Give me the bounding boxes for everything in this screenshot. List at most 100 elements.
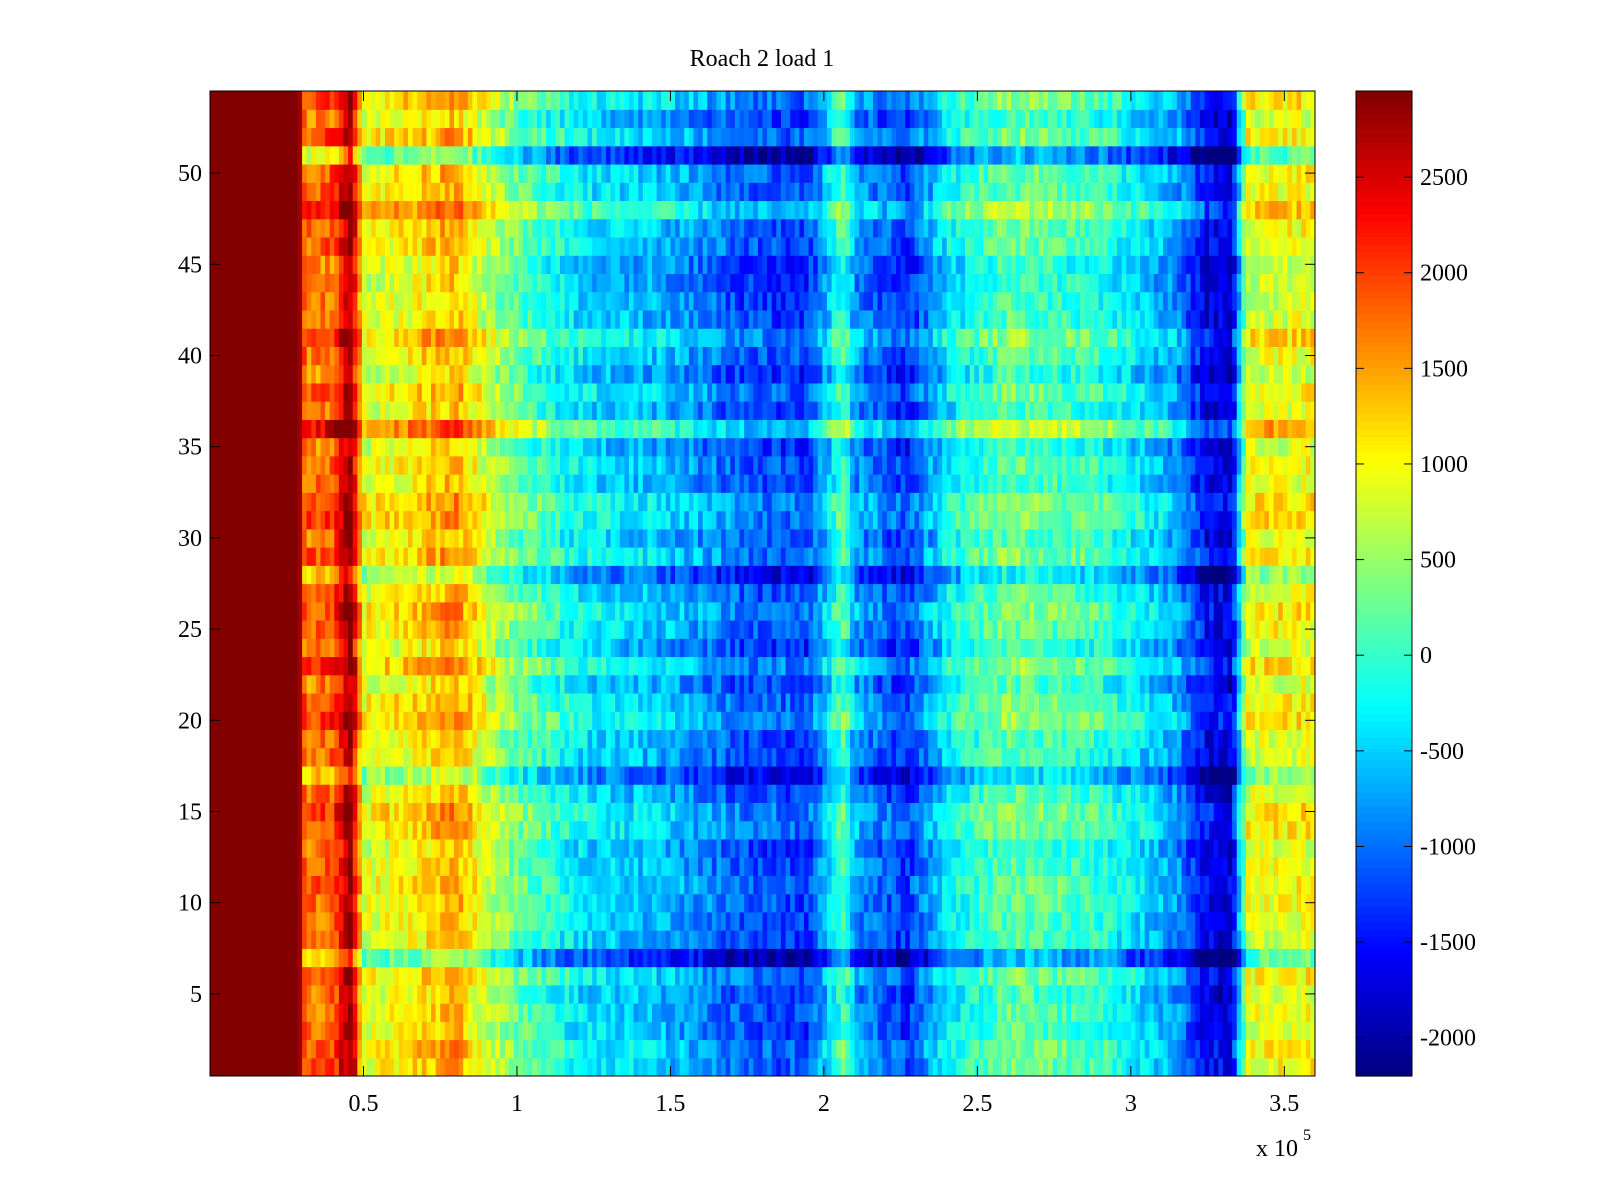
- heatmap-cell: [826, 911, 833, 931]
- heatmap-cell: [675, 838, 681, 858]
- heatmap-cell: [536, 984, 543, 1004]
- heatmap-cell: [573, 1057, 579, 1076]
- heatmap-cell: [730, 911, 736, 931]
- heatmap-cell: [297, 820, 303, 840]
- heatmap-cell: [403, 784, 409, 803]
- heatmap-cell: [767, 1057, 773, 1076]
- heatmap-cell: [1029, 802, 1035, 822]
- heatmap-cell: [407, 838, 414, 858]
- heatmap-cell: [1006, 838, 1012, 858]
- heatmap-cell: [693, 911, 699, 931]
- heatmap-cell: [1047, 1039, 1054, 1059]
- heatmap-cell: [389, 948, 395, 968]
- heatmap-cell: [587, 984, 593, 1004]
- heatmap-cell: [808, 820, 814, 840]
- heatmap-cell: [366, 802, 372, 822]
- heatmap-cell: [233, 747, 239, 767]
- heatmap-cell: [702, 692, 708, 712]
- heatmap-cell: [1213, 802, 1219, 822]
- heatmap-cell: [407, 857, 414, 876]
- heatmap-cell: [219, 984, 225, 1004]
- heatmap-cell: [463, 784, 469, 803]
- heatmap-cell: [228, 820, 234, 840]
- heatmap-cell: [246, 930, 253, 949]
- heatmap-cell: [983, 711, 989, 731]
- heatmap-cell: [536, 838, 543, 858]
- heatmap-cell: [269, 930, 276, 949]
- heatmap-cell: [808, 765, 814, 785]
- heatmap-cell: [1117, 857, 1123, 876]
- heatmap-cell: [1135, 729, 1141, 749]
- heatmap-cell: [550, 984, 556, 1004]
- heatmap-cell: [753, 984, 759, 1004]
- heatmap-cell: [325, 729, 331, 749]
- heatmap-cell: [504, 857, 510, 876]
- heatmap-cell: [1130, 711, 1137, 731]
- heatmap-cell: [707, 930, 713, 949]
- heatmap-cell: [1070, 893, 1077, 913]
- heatmap-cell: [817, 729, 823, 749]
- heatmap-cell: [721, 966, 727, 986]
- heatmap-cell: [822, 747, 828, 767]
- heatmap-cell: [951, 838, 957, 858]
- heatmap-cell: [546, 765, 552, 785]
- heatmap-cell: [338, 820, 345, 840]
- heatmap-cell: [1043, 1003, 1049, 1022]
- heatmap-cell: [932, 948, 939, 968]
- heatmap-cell: [582, 911, 589, 931]
- heatmap-cell: [739, 729, 745, 749]
- heatmap-cell: [679, 1057, 685, 1076]
- heatmap-cell: [357, 911, 363, 931]
- heatmap-cell: [1144, 784, 1150, 803]
- heatmap-cell: [421, 930, 427, 949]
- heatmap-cell: [467, 802, 474, 822]
- heatmap-cell: [1305, 1021, 1311, 1041]
- heatmap-cell: [1167, 1021, 1173, 1041]
- heatmap-cell: [711, 692, 718, 712]
- heatmap-cell: [688, 857, 695, 876]
- heatmap-cell: [1094, 820, 1100, 840]
- heatmap-cell: [670, 1021, 676, 1041]
- heatmap-cell: [283, 893, 289, 913]
- heatmap-cell: [854, 765, 860, 785]
- heatmap-cell: [302, 893, 308, 913]
- heatmap-cell: [670, 1057, 676, 1076]
- heatmap-cell: [292, 911, 299, 931]
- heatmap-cell: [748, 729, 754, 749]
- heatmap-cell: [642, 1057, 648, 1076]
- heatmap-cell: [237, 802, 243, 822]
- heatmap-cell: [1282, 966, 1288, 986]
- heatmap-cell: [1310, 930, 1315, 949]
- heatmap-cell: [380, 802, 386, 822]
- heatmap-cell: [813, 802, 819, 822]
- heatmap-cell: [1222, 729, 1229, 749]
- heatmap-cell: [1176, 765, 1183, 785]
- heatmap-cell: [748, 784, 754, 803]
- heatmap-cell: [785, 1039, 791, 1059]
- heatmap-cell: [564, 1003, 570, 1022]
- heatmap-cell: [1130, 765, 1137, 785]
- heatmap-cell: [716, 948, 722, 968]
- heatmap-cell: [1190, 930, 1196, 949]
- heatmap-cell: [472, 729, 478, 749]
- heatmap-cell: [555, 784, 561, 803]
- heatmap-cell: [711, 930, 718, 949]
- heatmap-cell: [338, 1039, 345, 1059]
- heatmap-cell: [960, 765, 966, 785]
- heatmap-cell: [513, 984, 520, 1004]
- heatmap-cell: [1130, 911, 1137, 931]
- heatmap-cell: [1255, 984, 1261, 1004]
- heatmap-cell: [978, 747, 985, 767]
- heatmap-cell: [652, 893, 658, 913]
- heatmap-cell: [214, 1021, 220, 1041]
- heatmap-cell: [518, 1039, 524, 1059]
- heatmap-cell: [1075, 911, 1081, 931]
- heatmap-cell: [233, 784, 239, 803]
- heatmap-cell: [1121, 1003, 1127, 1022]
- heatmap-cell: [1172, 729, 1178, 749]
- heatmap-cell: [527, 893, 533, 913]
- heatmap-cell: [1043, 857, 1049, 876]
- heatmap-cell: [477, 1021, 483, 1041]
- heatmap-cell: [1209, 1057, 1215, 1076]
- heatmap-cell: [965, 948, 971, 968]
